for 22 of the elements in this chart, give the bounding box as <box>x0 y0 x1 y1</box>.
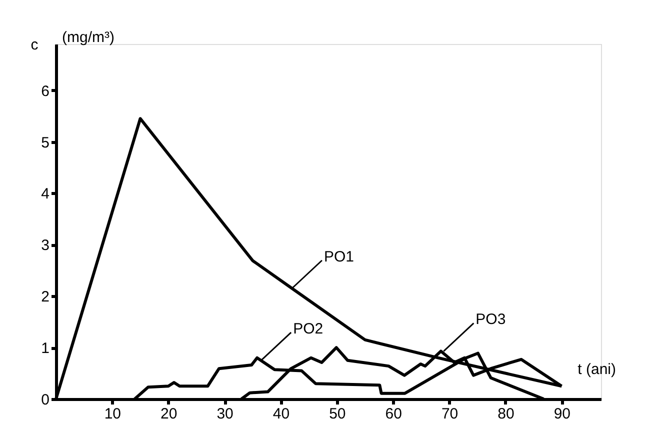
x-tick-label: 60 <box>385 406 402 422</box>
annotation: PO2 <box>293 320 324 338</box>
x-tick-label: 90 <box>554 406 571 422</box>
x-tick-label: 70 <box>441 406 458 422</box>
y-tick-label: 2 <box>41 288 50 306</box>
annotation: PO1 <box>324 248 354 266</box>
y-tick-label: 1 <box>41 340 50 358</box>
annotation: PO3 <box>476 311 506 328</box>
y-tick-label: 6 <box>41 82 50 100</box>
y-tick-label: 3 <box>41 237 50 254</box>
x-tick-label: 50 <box>329 406 346 422</box>
x-tick-label: 30 <box>216 406 234 422</box>
y-tick-label: 0 <box>41 392 50 408</box>
x-tick-label: 20 <box>160 406 178 422</box>
annotation: (mg/m³) <box>62 29 114 46</box>
x-tick-label: 40 <box>272 406 290 422</box>
x-tick-label: 80 <box>498 406 514 422</box>
x-tick-label: 10 <box>104 406 122 422</box>
y-tick-label: 4 <box>41 186 50 203</box>
y-tick-label: 5 <box>41 134 50 152</box>
y-axis-title: c <box>30 36 39 54</box>
x-axis-title: t (ani) <box>578 361 616 378</box>
